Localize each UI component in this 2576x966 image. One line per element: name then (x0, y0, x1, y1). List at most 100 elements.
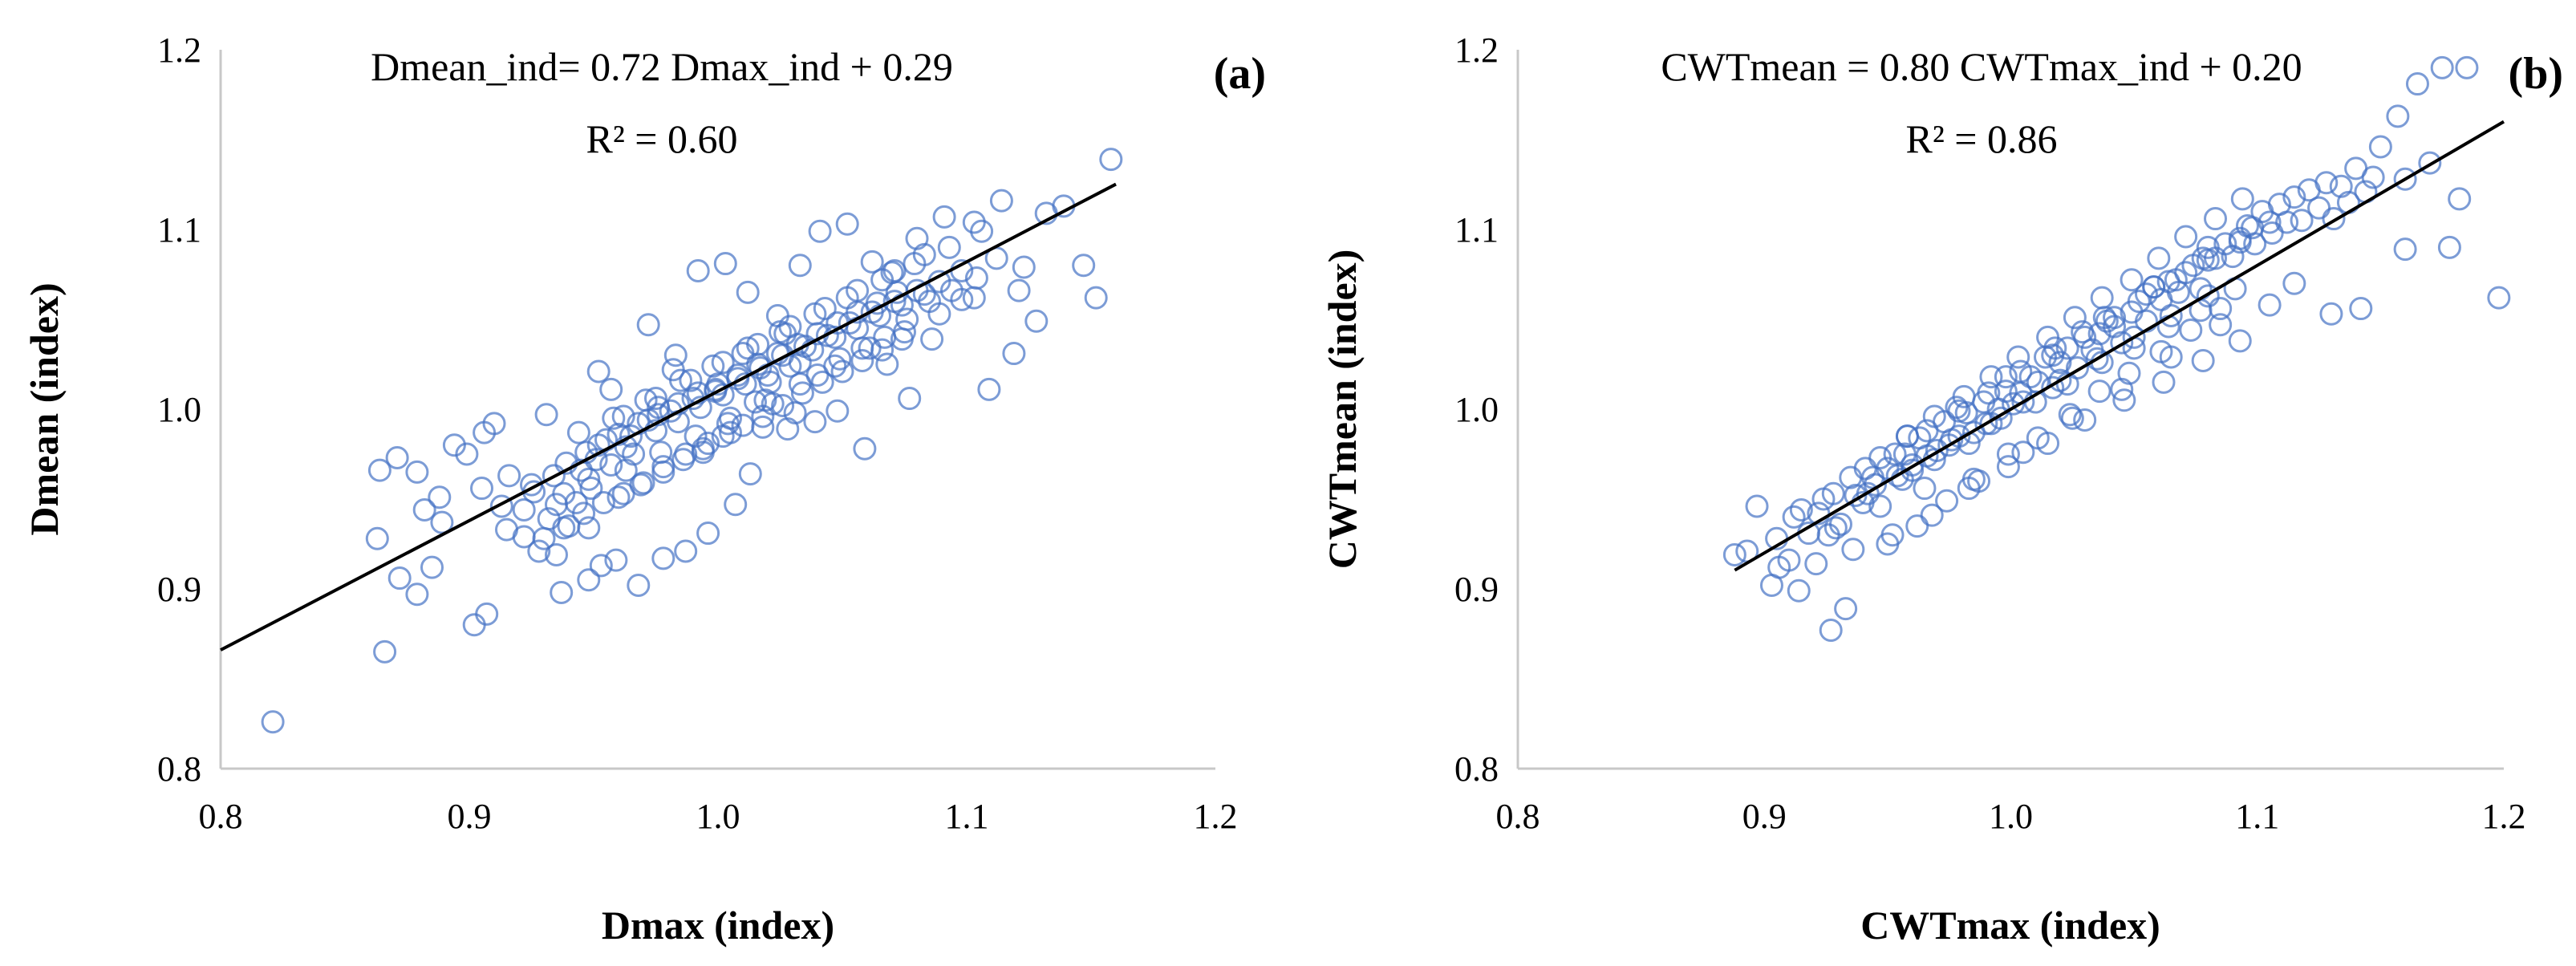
data-point (2179, 318, 2203, 342)
data-point (1099, 148, 1123, 172)
data-point (532, 526, 556, 550)
data-point (1804, 552, 1828, 576)
data-point (636, 313, 660, 337)
data-point (788, 254, 812, 278)
data-point (880, 261, 904, 285)
data-point (989, 189, 1013, 213)
data-point (2319, 302, 2343, 326)
data-point (651, 460, 675, 484)
data-point (2437, 235, 2461, 259)
data-point (489, 494, 513, 518)
data-point (430, 510, 454, 534)
data-point (731, 342, 755, 366)
data-point (1841, 538, 1865, 562)
data-point (2122, 325, 2146, 349)
data-point (599, 453, 623, 477)
data-point (2393, 237, 2417, 262)
data-point (704, 380, 728, 404)
data-point (373, 639, 397, 664)
data-point (1883, 442, 1907, 466)
data-point (875, 352, 899, 376)
data-point (2043, 336, 2067, 360)
data-point (611, 481, 635, 505)
data-point (2393, 167, 2417, 191)
data-point (2087, 322, 2112, 346)
data-point (2142, 275, 2166, 299)
data-point (920, 327, 944, 351)
data-point (2073, 408, 2097, 432)
y-tick-label: 1.1 (157, 210, 201, 250)
data-point (790, 381, 814, 405)
data-point (442, 433, 466, 457)
data-point (651, 546, 675, 570)
data-point (591, 490, 615, 514)
data-point (898, 387, 922, 411)
data-point (614, 435, 638, 459)
y-axis-title: CWTmean (index) (1320, 250, 1365, 570)
data-point (962, 286, 986, 310)
data-point (977, 377, 1001, 401)
data-point (758, 370, 782, 394)
x-tick-label: 1.1 (2235, 797, 2279, 836)
data-point (711, 351, 735, 375)
data-point (724, 493, 748, 517)
data-point (2204, 207, 2228, 231)
data-point (577, 568, 601, 592)
data-point (644, 387, 667, 411)
data-point (701, 354, 725, 378)
x-tick-label: 1.0 (1989, 797, 2033, 836)
data-point (810, 370, 834, 394)
data-point (1945, 396, 1969, 420)
data-point (2258, 293, 2282, 317)
data-point (751, 404, 775, 428)
y-tick-labels: 0.8 0.9 1.0 1.1 1.2 (1454, 30, 1499, 789)
data-point (2241, 216, 2265, 240)
data-point (2006, 345, 2030, 369)
data-point (773, 322, 797, 346)
data-point (1072, 254, 1096, 278)
x-tick-label: 0.9 (1742, 797, 1787, 836)
data-point (1947, 399, 1971, 423)
y-tick-label: 1.2 (157, 30, 201, 70)
data-point (512, 497, 536, 522)
data-point (1922, 404, 1946, 428)
data-point (599, 377, 623, 401)
data-point (1913, 477, 1937, 501)
data-point (2228, 329, 2252, 353)
trendline (1734, 120, 2505, 572)
data-point (586, 433, 611, 457)
data-point (2275, 210, 2299, 234)
data-point (2174, 225, 2198, 249)
data-point (691, 440, 715, 465)
data-point (2159, 345, 2183, 369)
data-point (586, 359, 611, 384)
data-point (2110, 331, 2134, 355)
data-point (577, 516, 601, 540)
data-point (2103, 306, 2127, 330)
scatter-panel-b: 0.8 0.9 1.0 1.1 1.2 0.8 0.9 1.0 1.1 1.2 CWTmean … (1320, 30, 2563, 948)
data-point (2055, 336, 2079, 360)
data-point (545, 542, 568, 566)
data-point (1024, 309, 1049, 333)
trendline (220, 182, 1117, 651)
data-point (2209, 313, 2233, 337)
data-point (614, 458, 638, 482)
data-point (778, 354, 802, 378)
data-point (778, 315, 802, 339)
data-point (679, 368, 703, 392)
data-point (1834, 597, 1858, 621)
x-tick-label: 1.0 (696, 797, 740, 836)
x-tick-label: 0.9 (448, 797, 492, 836)
data-point (647, 403, 671, 427)
r-squared-label: R² = 0.60 (586, 116, 737, 161)
data-point (771, 394, 795, 418)
data-point (808, 219, 832, 243)
data-point (828, 347, 852, 371)
data-point (1937, 433, 1961, 457)
data-point (686, 259, 710, 283)
data-point (2159, 304, 2183, 328)
data-point (970, 219, 994, 243)
trendline-equation: Dmean_ind= 0.72 Dmax_ind + 0.29 (371, 44, 953, 89)
data-point (1989, 406, 2013, 430)
data-point (2209, 297, 2233, 321)
